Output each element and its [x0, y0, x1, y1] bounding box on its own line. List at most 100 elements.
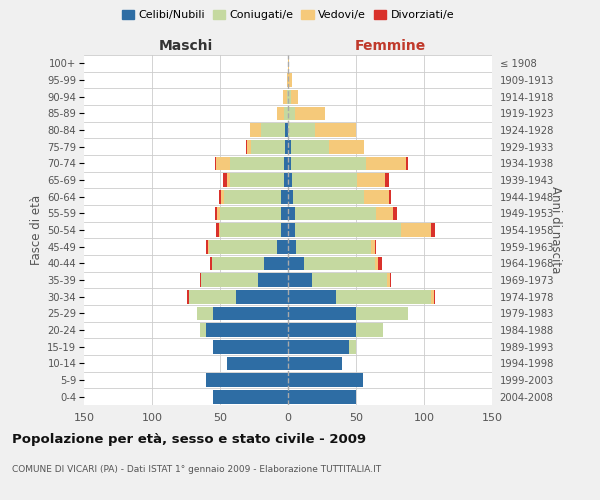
- Bar: [288, 306, 356, 320]
- Bar: [246, 140, 247, 153]
- Bar: [213, 390, 288, 404]
- Bar: [224, 190, 281, 203]
- Bar: [389, 190, 391, 203]
- Bar: [263, 256, 288, 270]
- Bar: [261, 123, 285, 137]
- Bar: [292, 173, 358, 187]
- Bar: [216, 156, 230, 170]
- Bar: [213, 340, 288, 353]
- Bar: [288, 323, 356, 337]
- Bar: [288, 90, 291, 104]
- Bar: [387, 273, 390, 287]
- Bar: [247, 140, 251, 153]
- Bar: [431, 290, 434, 304]
- Text: Femmine: Femmine: [355, 38, 425, 52]
- Bar: [288, 106, 295, 120]
- Bar: [295, 206, 376, 220]
- Bar: [208, 240, 209, 254]
- Bar: [385, 173, 389, 187]
- Bar: [291, 156, 365, 170]
- Text: Popolazione per età, sesso e stato civile - 2009: Popolazione per età, sesso e stato civil…: [12, 432, 366, 446]
- Bar: [212, 256, 263, 270]
- Bar: [371, 240, 375, 254]
- Bar: [213, 306, 288, 320]
- Bar: [288, 156, 291, 170]
- Bar: [434, 290, 435, 304]
- Bar: [258, 273, 288, 287]
- Bar: [211, 256, 212, 270]
- Bar: [227, 356, 288, 370]
- Bar: [281, 190, 288, 203]
- Bar: [358, 173, 385, 187]
- Bar: [288, 240, 296, 254]
- Bar: [187, 290, 189, 304]
- Bar: [313, 273, 387, 287]
- Bar: [216, 223, 218, 237]
- Bar: [283, 90, 287, 104]
- Bar: [284, 173, 288, 187]
- Bar: [390, 273, 391, 287]
- Bar: [291, 90, 298, 104]
- Bar: [200, 323, 206, 337]
- Bar: [200, 273, 201, 287]
- Bar: [406, 156, 407, 170]
- Bar: [250, 123, 261, 137]
- Text: Maschi: Maschi: [159, 38, 213, 52]
- Bar: [218, 190, 221, 203]
- Bar: [189, 290, 236, 304]
- Bar: [284, 106, 288, 120]
- Bar: [251, 140, 285, 153]
- Bar: [287, 73, 288, 87]
- Bar: [293, 190, 364, 203]
- Bar: [291, 140, 329, 153]
- Bar: [378, 256, 382, 270]
- Bar: [281, 223, 288, 237]
- Bar: [288, 73, 292, 87]
- Bar: [288, 173, 292, 187]
- Y-axis label: Fasce di età: Fasce di età: [30, 195, 43, 265]
- Bar: [295, 106, 325, 120]
- Bar: [288, 256, 304, 270]
- Bar: [217, 206, 220, 220]
- Bar: [335, 290, 431, 304]
- Bar: [296, 240, 371, 254]
- Bar: [376, 206, 393, 220]
- Bar: [288, 223, 295, 237]
- Bar: [288, 390, 356, 404]
- Legend: Celibi/Nubili, Coniugati/e, Vedovi/e, Divorziati/e: Celibi/Nubili, Coniugati/e, Vedovi/e, Di…: [118, 6, 458, 25]
- Bar: [329, 140, 364, 153]
- Bar: [288, 206, 295, 220]
- Bar: [375, 240, 376, 254]
- Bar: [285, 123, 288, 137]
- Bar: [365, 156, 406, 170]
- Bar: [206, 323, 288, 337]
- Bar: [288, 123, 315, 137]
- Y-axis label: Anni di nascita: Anni di nascita: [550, 186, 562, 274]
- Bar: [349, 340, 356, 353]
- Bar: [206, 373, 288, 387]
- Bar: [281, 206, 288, 220]
- Bar: [201, 273, 258, 287]
- Bar: [218, 223, 220, 237]
- Bar: [206, 240, 208, 254]
- Bar: [304, 256, 375, 270]
- Bar: [288, 373, 363, 387]
- Bar: [209, 240, 277, 254]
- Bar: [288, 140, 291, 153]
- Bar: [356, 323, 383, 337]
- Bar: [288, 273, 313, 287]
- Bar: [227, 173, 230, 187]
- Bar: [285, 140, 288, 153]
- Bar: [215, 206, 217, 220]
- Bar: [220, 223, 281, 237]
- Bar: [221, 190, 224, 203]
- Bar: [315, 123, 356, 137]
- Bar: [287, 90, 288, 104]
- Bar: [364, 190, 389, 203]
- Bar: [284, 156, 288, 170]
- Bar: [356, 306, 407, 320]
- Bar: [236, 290, 288, 304]
- Bar: [431, 223, 435, 237]
- Bar: [375, 256, 378, 270]
- Bar: [393, 206, 397, 220]
